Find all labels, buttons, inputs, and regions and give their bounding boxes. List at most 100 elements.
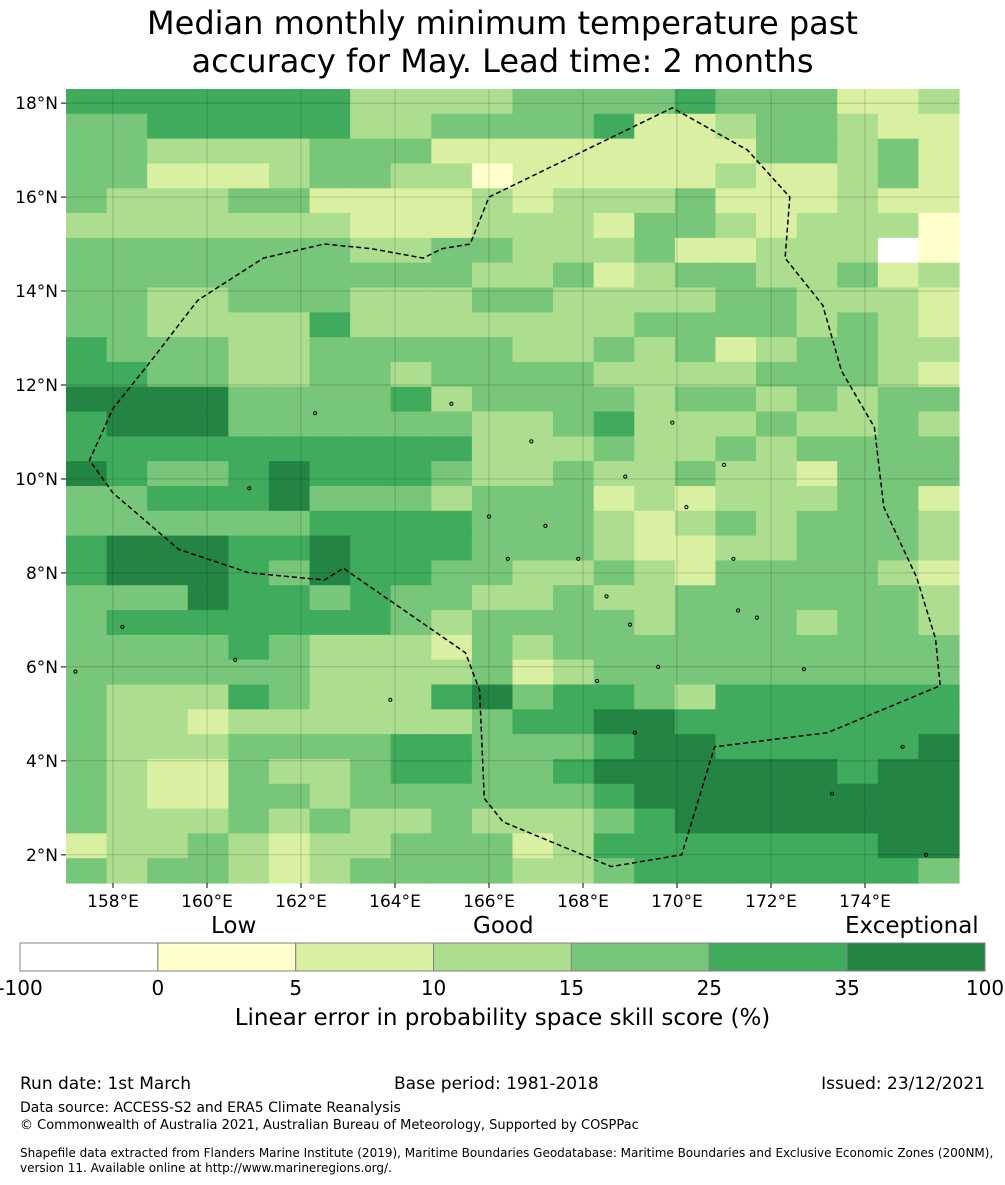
grid-cell	[390, 188, 432, 214]
grid-cell	[877, 386, 920, 413]
grid-cell	[390, 560, 432, 586]
island	[449, 401, 454, 406]
grid-cell	[715, 436, 757, 462]
grid-cell	[756, 113, 798, 140]
grid-cell	[66, 188, 108, 214]
grid-cell	[715, 312, 757, 338]
grid-cell	[674, 89, 717, 115]
colorbar-title: Linear error in probability space skill …	[234, 1005, 771, 1031]
grid-cell	[390, 436, 432, 462]
skill-map: 158°E 160°E 162°E 164°E 166°E 168°E 170°E 172°E…	[15, 89, 960, 912]
grid-cell	[796, 783, 838, 810]
grid-cell	[268, 783, 311, 810]
grid-cell	[187, 188, 229, 214]
grid-cell	[390, 783, 432, 810]
grid-cell	[228, 659, 270, 686]
grid-cell	[471, 585, 514, 611]
grid-cell	[593, 634, 635, 661]
grid-cell	[147, 684, 189, 710]
grid-cell	[918, 113, 960, 140]
grid-cell	[756, 709, 798, 735]
grid-cell	[187, 361, 229, 388]
grid-cell	[187, 312, 229, 338]
grid-cell	[837, 312, 879, 338]
grid-cell	[66, 138, 108, 165]
grid-cell	[390, 610, 432, 636]
title-line-2: accuracy for May. Lead time: 2 months	[191, 42, 814, 80]
grid-cell	[918, 213, 960, 239]
grid-cell	[106, 89, 148, 115]
grid-cell	[350, 436, 392, 462]
grid-cell	[593, 783, 635, 810]
grid-cell	[431, 262, 473, 289]
grid-cell	[512, 113, 554, 140]
grid-cell	[66, 535, 108, 562]
grid-cell	[147, 411, 189, 437]
grid-cell	[837, 213, 879, 239]
grid-cell	[512, 337, 554, 363]
grid-cell	[268, 237, 311, 264]
grid-cell	[228, 858, 270, 884]
map-gridlines	[66, 89, 959, 883]
grid-cell	[431, 510, 473, 537]
grid-cell	[66, 808, 108, 834]
grid-cell	[268, 138, 311, 165]
grid-cell	[471, 262, 514, 289]
grid-cell	[268, 634, 311, 661]
grid-cell	[715, 213, 757, 239]
grid-cell	[634, 734, 676, 760]
grid-cell	[66, 287, 108, 313]
island	[736, 608, 741, 613]
grid-cell	[147, 262, 189, 289]
grid-cell	[390, 535, 432, 562]
island	[670, 420, 675, 425]
grid-cell	[268, 585, 311, 611]
grid-cell	[796, 337, 838, 363]
grid-cell	[106, 684, 148, 710]
grid-cell	[390, 163, 432, 189]
grid-cell	[228, 634, 270, 661]
grid-cell	[471, 709, 514, 735]
grid-cell	[756, 337, 798, 363]
grid-cell	[837, 461, 879, 487]
grid-cell	[715, 287, 757, 313]
grid-cell	[350, 808, 392, 834]
grid-cell	[66, 213, 108, 239]
grid-cell	[837, 510, 879, 537]
grid-cell	[187, 510, 229, 537]
lat-tick-label: 8°N	[26, 564, 58, 584]
grid-cell	[309, 188, 351, 214]
grid-cell	[553, 337, 595, 363]
grid-cell	[877, 510, 920, 537]
grid-cell	[268, 312, 311, 338]
grid-cell	[877, 411, 920, 437]
grid-cell	[756, 585, 798, 611]
grid-cell	[593, 436, 635, 462]
grid-cell	[674, 734, 717, 760]
grid-cell	[553, 758, 595, 785]
grid-cell	[512, 361, 554, 388]
grid-cell	[674, 262, 717, 289]
grid-cell	[674, 237, 717, 264]
grid-cell	[796, 858, 838, 884]
grid-cell	[553, 188, 595, 214]
grid-cell	[350, 188, 392, 214]
grid-cell	[553, 808, 595, 834]
lon-tick-label: 158°E	[87, 892, 139, 912]
grid-cell	[390, 833, 432, 859]
grid-cell	[715, 386, 757, 413]
grid-cell	[106, 510, 148, 537]
grid-cell	[918, 808, 960, 834]
grid-cell	[350, 659, 392, 686]
grid-cell	[309, 138, 351, 165]
grid-cell	[66, 783, 108, 810]
grid-cell	[268, 436, 311, 462]
grid-cell	[228, 436, 270, 462]
grid-cell	[796, 138, 838, 165]
colorbar-tick-labels: -100 0 5 10 15 25 35 100	[0, 976, 1004, 1000]
island	[576, 556, 581, 561]
island	[313, 411, 318, 416]
grid-cell	[918, 858, 960, 884]
grid-cell	[593, 734, 635, 760]
grid-cell	[796, 808, 838, 834]
